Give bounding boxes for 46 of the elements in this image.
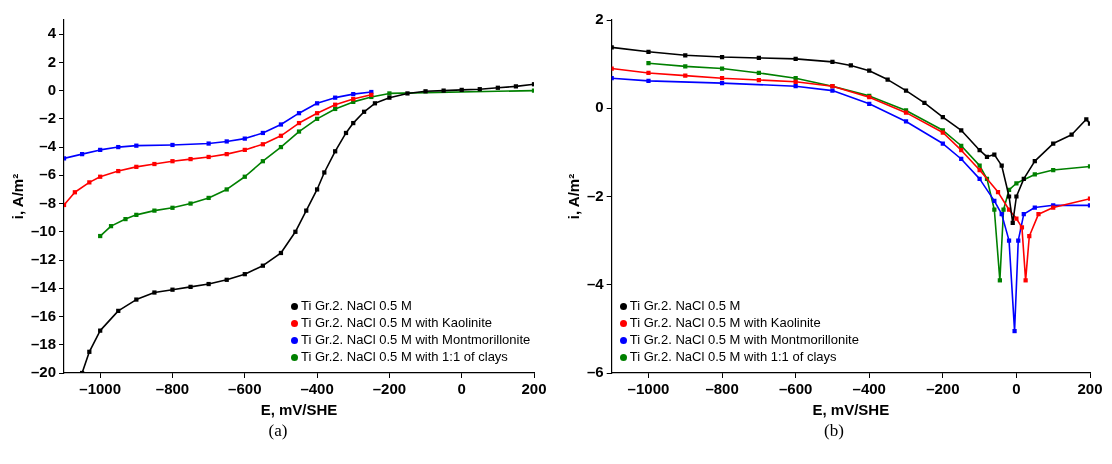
- x-axis-title: E, mV/SHE: [260, 401, 338, 419]
- x-tick-label: –400: [852, 380, 886, 398]
- y-axis-title: i, A/m²: [565, 173, 583, 220]
- y-tick-label: –10: [31, 221, 57, 239]
- x-tick-label: –400: [300, 380, 334, 398]
- y-tick-label: –2: [39, 108, 57, 126]
- legend-label: Ti Gr.2. NaCl 0.5 M: [629, 298, 741, 313]
- y-tick-label: 4: [47, 24, 57, 42]
- x-tick-label: 0: [1012, 380, 1021, 398]
- x-tick-label: –200: [926, 380, 960, 398]
- y-tick-label: –16: [31, 306, 57, 324]
- y-tick-label: –18: [31, 334, 57, 352]
- x-tick-label: –600: [228, 380, 262, 398]
- x-tick-label: –800: [705, 380, 739, 398]
- y-tick-label: 2: [595, 10, 604, 28]
- legend-label: Ti Gr.2. NaCl 0.5 M with Kaolinite: [301, 315, 492, 330]
- x-tick-label: –1000: [79, 380, 122, 398]
- x-tick-label: 200: [521, 380, 547, 398]
- y-tick-label: –12: [31, 250, 57, 268]
- y-tick-label: 0: [47, 80, 57, 98]
- x-axis-title: E, mV/SHE: [812, 401, 890, 419]
- y-tick-label: –14: [31, 278, 57, 296]
- text: (a): [267, 421, 289, 441]
- x-tick-label: –800: [155, 380, 190, 398]
- legend-label: Ti Gr.2. NaCl 0.5 M with 1:1 of clays: [629, 349, 837, 364]
- y-tick-label: 0: [595, 98, 604, 116]
- x-tick-label: 0: [457, 380, 466, 398]
- y-tick-label: –4: [39, 137, 57, 155]
- y-tick-label: –20: [31, 363, 57, 381]
- x-tick-label: –200: [372, 380, 407, 398]
- legend-label: Ti Gr.2. NaCl 0.5 M with 1:1 of clays: [301, 349, 508, 364]
- x-tick-label: –1000: [627, 380, 670, 398]
- x-tick-label: 200: [1077, 380, 1103, 398]
- legend-label: Ti Gr.2. NaCl 0.5 M with Montmorillonite: [629, 332, 859, 347]
- y-tick-label: –8: [39, 193, 57, 211]
- y-tick-label: –4: [587, 274, 605, 292]
- legend-label: Ti Gr.2. NaCl 0.5 M: [301, 298, 412, 313]
- y-tick-label: –2: [587, 186, 604, 204]
- y-tick-label: –6: [39, 165, 57, 183]
- text: (b): [823, 421, 845, 441]
- y-axis-title: i, A/m²: [9, 173, 27, 220]
- legend-label: Ti Gr.2. NaCl 0.5 M with Kaolinite: [629, 315, 821, 330]
- legend-label: Ti Gr.2. NaCl 0.5 M with Montmorillonite: [301, 332, 531, 347]
- y-tick-label: 2: [47, 52, 57, 70]
- x-tick-label: –600: [778, 380, 813, 398]
- y-tick-label: –6: [587, 363, 604, 381]
